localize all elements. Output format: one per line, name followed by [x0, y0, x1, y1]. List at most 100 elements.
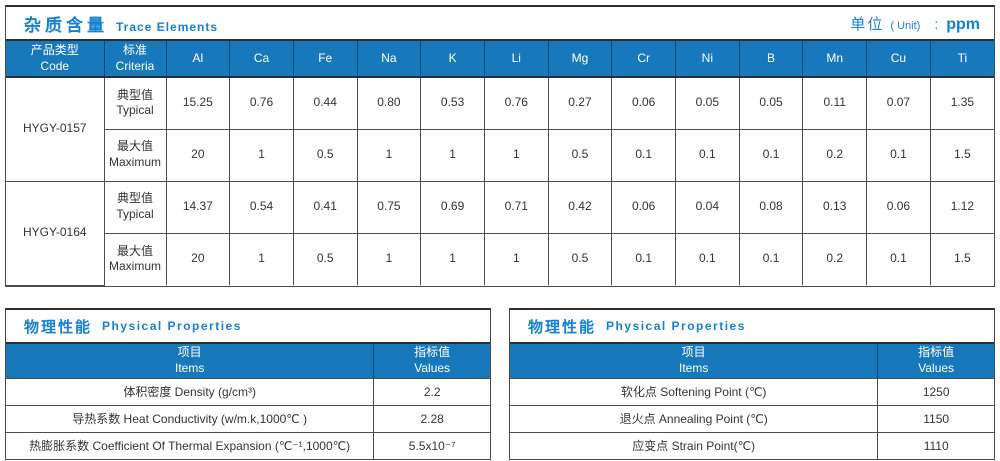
- physical-table: 项目 Items 指标值 Values 体积密度 Density (g/cm³) 2.2 导…: [6, 342, 490, 459]
- unit-paren: ( Unit): [890, 19, 921, 32]
- criteria-zh: 典型值: [116, 191, 153, 206]
- criteria-zh: 最大值: [116, 139, 153, 154]
- trace-value-cell: 0.5: [547, 128, 613, 182]
- trace-value-cell: 0.71: [483, 180, 549, 234]
- trace-value-cell: 0.1: [675, 232, 740, 285]
- trace-value-cell: 0.54: [229, 180, 294, 234]
- col-header-values-zh: 指标值: [414, 345, 451, 360]
- col-header-values: 指标值 Values: [373, 342, 490, 379]
- trace-value-cell: 0.04: [675, 180, 740, 234]
- trace-value-cell: 0.05: [738, 76, 804, 130]
- col-header-element: Cu: [866, 39, 931, 78]
- trace-value-cell: 1: [229, 232, 294, 285]
- criteria-en: Maximum: [108, 155, 161, 169]
- trace-value-cell: 0.06: [611, 180, 676, 234]
- property-value-cell: 1150: [877, 404, 994, 432]
- trace-value-cell: 0.80: [356, 76, 422, 130]
- physical-box-left: 物理性能 Physical Properties 项目 Items 指标值 Values 体…: [5, 308, 491, 460]
- col-header-element: Li: [483, 39, 549, 78]
- col-header-element: Ni: [675, 39, 740, 78]
- col-header-items-en: Items: [174, 360, 205, 375]
- criteria-en: Typical: [116, 103, 154, 118]
- col-header-element: Fe: [292, 39, 358, 78]
- trace-value-cell: 0.5: [292, 128, 358, 182]
- trace-elements-section: 杂质含量 Trace Elements 单位 ( Unit) : ppm 产品类型…: [5, 5, 995, 287]
- physical-row: 体积密度 Density (g/cm³) 2.2: [6, 377, 490, 405]
- col-header-element: B: [738, 39, 803, 78]
- criteria-zh: 最大值: [116, 243, 153, 258]
- trace-value-cell: 0.75: [356, 180, 422, 234]
- col-header-criteria-en: Criteria: [115, 58, 155, 73]
- criteria-cell: 典型值 Typical: [103, 76, 167, 130]
- trace-value-cell: 0.76: [483, 76, 549, 130]
- trace-value-cell: 1: [420, 128, 485, 182]
- criteria-zh: 典型值: [116, 87, 153, 102]
- unit-value: ppm: [946, 15, 980, 33]
- trace-value-cell: 0.2: [802, 232, 868, 285]
- physical-header-row: 项目 Items 指标值 Values: [6, 342, 490, 379]
- trace-value-cell: 0.5: [547, 232, 613, 285]
- trace-value-cell: 1: [356, 128, 422, 182]
- trace-title-zh: 杂质含量: [24, 15, 108, 35]
- trace-header-row: 产品类型 Code 标准 Criteria Al Ca Fe Na K Li Mg Cr Ni B…: [6, 39, 994, 78]
- col-header-items-zh: 项目: [177, 345, 202, 360]
- property-item-cell: 体积密度 Density (g/cm³): [6, 377, 374, 405]
- col-header-code-en: Code: [40, 58, 70, 73]
- property-value-cell: 5.5x10⁻⁷: [373, 431, 490, 459]
- physical-row: 热膨胀系数 Coefficient Of Thermal Expansion (…: [6, 431, 490, 459]
- trace-value-cell: 20: [165, 128, 231, 182]
- col-header-code-zh: 产品类型: [30, 42, 79, 57]
- physical-table: 项目 Items 指标值 Values 软化点 Softening Point (℃) 1…: [510, 342, 994, 459]
- col-header-values-en: Values: [918, 360, 955, 375]
- trace-value-cell: 1: [483, 128, 549, 182]
- criteria-en: Typical: [116, 207, 154, 221]
- col-header-element: Mg: [547, 39, 612, 78]
- trace-value-cell: 0.1: [675, 128, 740, 182]
- trace-value-cell: 0.05: [675, 76, 740, 130]
- trace-value-cell: 0.13: [802, 180, 868, 234]
- col-header-items-zh: 项目: [681, 345, 706, 360]
- trace-value-cell: 15.25: [165, 76, 231, 130]
- criteria-en: Maximum: [108, 259, 161, 274]
- trace-row: HYGY-0157 典型值 Typical 15.25 0.76 0.44 0.80 0.53…: [6, 76, 994, 182]
- trace-value-cell: 0.1: [866, 128, 931, 182]
- physical-row: 退火点 Annealing Point (℃) 1150: [510, 404, 994, 432]
- trace-value-cell: 0.53: [420, 76, 485, 130]
- property-item-cell: 退火点 Annealing Point (℃): [510, 404, 878, 432]
- trace-value-cell: 0.1: [611, 232, 676, 285]
- col-header-criteria-zh: 标准: [122, 42, 147, 57]
- trace-value-cell: 0.2: [802, 128, 868, 182]
- property-value-cell: 2.28: [373, 404, 490, 432]
- col-header-items: 项目 Items: [510, 342, 878, 379]
- property-value-cell: 1110: [877, 431, 994, 459]
- trace-value-cell: 0.69: [420, 180, 485, 234]
- trace-value-cell: 0.1: [738, 232, 804, 285]
- col-header-values: 指标值 Values: [877, 342, 994, 379]
- trace-title-en: Trace Elements: [116, 19, 219, 34]
- physical-titlebar: 物理性能 Physical Properties: [510, 310, 994, 342]
- trace-table-body: HYGY-0157 典型值 Typical 15.25 0.76 0.44 0.80 0.53…: [6, 76, 994, 286]
- physical-titlebar: 物理性能 Physical Properties: [6, 310, 490, 342]
- col-header-element: Na: [356, 39, 421, 78]
- trace-value-cell: 0.08: [738, 180, 804, 234]
- physical-title-en: Physical Properties: [102, 319, 242, 333]
- property-item-cell: 应变点 Strain Point(℃): [510, 431, 878, 459]
- physical-title-zh: 物理性能: [24, 318, 93, 336]
- property-item-cell: 热膨胀系数 Coefficient Of Thermal Expansion (…: [6, 431, 374, 459]
- criteria-cell: 最大值 Maximum: [104, 128, 167, 182]
- col-header-element: Mn: [802, 39, 867, 78]
- col-header-element: Cr: [611, 39, 676, 78]
- physical-properties-row: 物理性能 Physical Properties 项目 Items 指标值 Values 体…: [5, 308, 995, 460]
- unit-colon: :: [934, 15, 939, 32]
- physical-header-row: 项目 Items 指标值 Values: [510, 342, 994, 379]
- trace-value-cell: 0.06: [611, 76, 676, 130]
- criteria-cell: 典型值 Typical: [103, 180, 167, 234]
- col-header-items: 项目 Items: [6, 342, 374, 379]
- col-header-element: Ti: [929, 39, 994, 78]
- physical-row: 导热系数 Heat Conductivity (w/m.k,1000℃ ) 2.2…: [6, 404, 490, 432]
- property-value-cell: 1250: [877, 377, 994, 405]
- trace-value-cell: 1.12: [929, 180, 994, 234]
- col-header-values-en: Values: [414, 360, 451, 375]
- property-value-cell: 2.2: [373, 377, 490, 405]
